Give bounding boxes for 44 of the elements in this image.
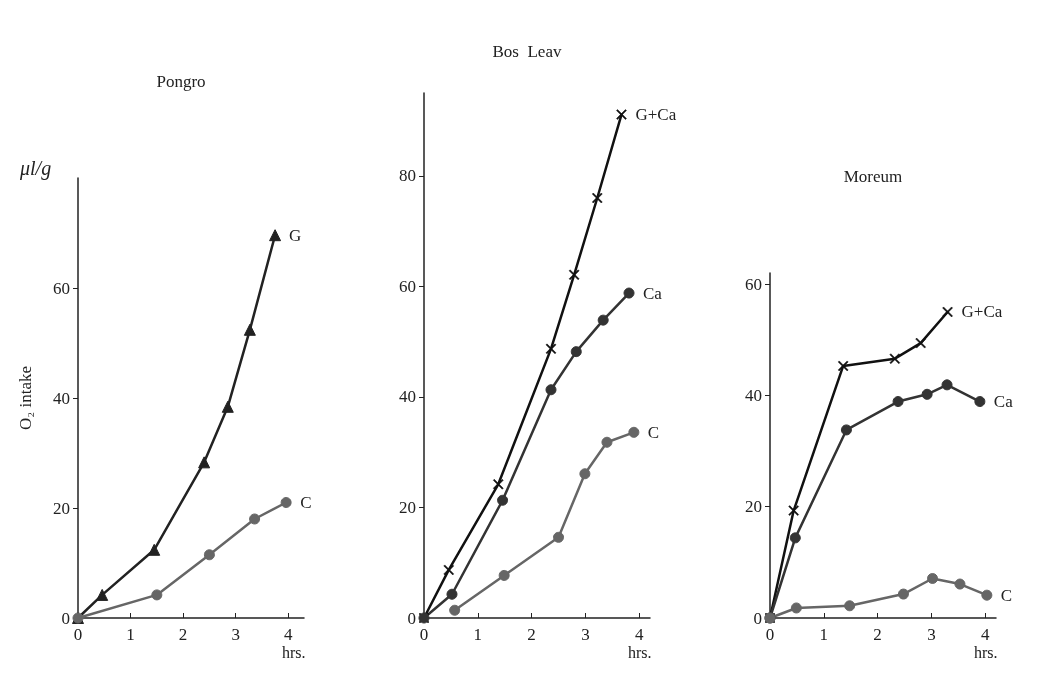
y-tick-label: 40 (53, 388, 70, 408)
x-tick-label: 2 (178, 625, 188, 644)
y-tick-label: 0 (61, 608, 70, 628)
y-tick-label: 0 (753, 608, 762, 628)
x-tick-label: 3 (927, 625, 936, 644)
y-axis-title: O₂ intake (16, 366, 35, 430)
y-tick-label: 20 (745, 497, 762, 517)
series-label: G (289, 225, 302, 245)
y-tick-label: 60 (745, 274, 762, 294)
x-tick-label: 2 (873, 625, 882, 644)
y-tick-label: 40 (399, 387, 416, 407)
x-tick-label: 4 (980, 625, 990, 644)
x-tick-label: 0 (419, 625, 429, 644)
series-label: Ca (993, 392, 1014, 412)
x-tick-label: 1 (126, 625, 135, 644)
x-tick-label: 2 (527, 625, 536, 644)
x-tick-label: 1 (819, 625, 829, 644)
x-tick-label: 0 (73, 625, 83, 644)
chart-title: Bos Leav (492, 42, 562, 61)
y-tick-label: 20 (399, 497, 416, 517)
x-tick-label: 3 (581, 625, 590, 644)
series-label: C (647, 422, 660, 442)
y-tick-label: 40 (745, 385, 762, 405)
series-label: G+Ca (635, 105, 677, 125)
series-label: G+Ca (961, 302, 1003, 322)
y-tick-label: 80 (399, 166, 416, 186)
x-tick-label: 0 (765, 625, 775, 644)
y-tick-label: 60 (399, 276, 416, 296)
x-tick-label: 4 (283, 625, 293, 644)
series-label: C (1000, 585, 1013, 605)
x-tick-label: 1 (473, 625, 483, 644)
series-label: Ca (643, 283, 663, 303)
x-axis-title: hrs. (628, 643, 652, 661)
x-axis-title: hrs. (282, 643, 306, 661)
y-tick-label: 0 (407, 608, 416, 628)
x-axis-title: hrs. (974, 643, 998, 661)
x-tick-label: 4 (634, 625, 644, 644)
y-tick-label: 20 (53, 498, 70, 518)
x-tick-label: 3 (231, 625, 240, 644)
y-tick-label: 60 (53, 278, 70, 298)
series-label: C (300, 493, 312, 512)
chart-title: Moreum (843, 167, 903, 186)
chart-title: Pongro (156, 72, 206, 91)
text: μl/g (19, 157, 52, 180)
